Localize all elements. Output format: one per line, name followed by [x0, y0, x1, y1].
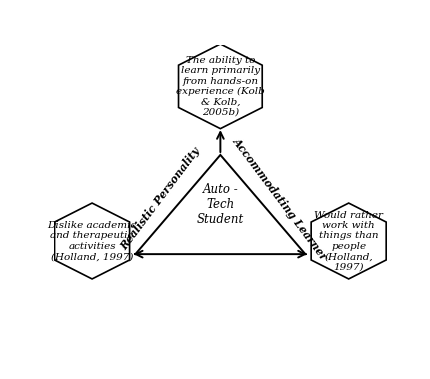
Text: Dislike academic
and therapeutic
activities
(Holland, 1997): Dislike academic and therapeutic activit…: [47, 221, 137, 261]
Text: Accommodating Learner: Accommodating Learner: [230, 135, 329, 262]
Text: The ability to
learn primarily
from hands-on
experience (Kolb
& Kolb,
2005b): The ability to learn primarily from hand…: [176, 56, 265, 117]
Text: Auto -
Tech
Student: Auto - Tech Student: [197, 183, 244, 226]
Text: Realistic Personality: Realistic Personality: [119, 145, 203, 252]
Text: Would rather
work with
things than
people
(Holland,
1997): Would rather work with things than peopl…: [314, 210, 383, 271]
Polygon shape: [311, 203, 386, 279]
Polygon shape: [178, 44, 262, 128]
Polygon shape: [55, 203, 129, 279]
